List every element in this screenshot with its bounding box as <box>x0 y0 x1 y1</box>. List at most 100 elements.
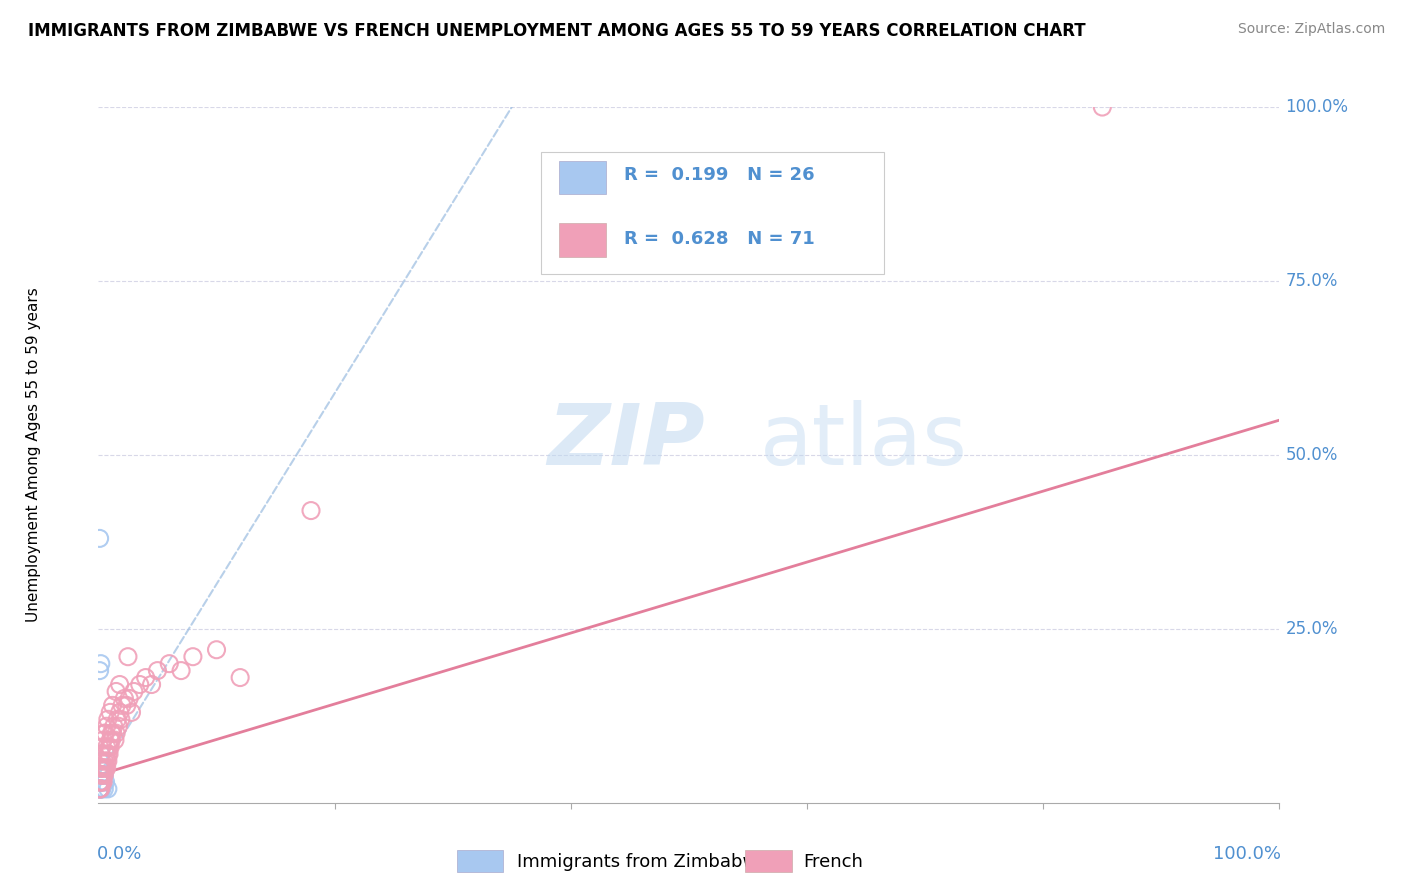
Text: 0.0%: 0.0% <box>97 845 142 863</box>
Point <box>117 649 139 664</box>
Point <box>89 532 111 546</box>
Point <box>96 761 118 775</box>
Point <box>108 706 131 720</box>
Text: 50.0%: 50.0% <box>1285 446 1337 464</box>
Point <box>98 747 121 761</box>
Point <box>91 775 114 789</box>
Point <box>89 754 111 768</box>
Point <box>94 775 117 789</box>
Point <box>89 781 111 796</box>
Point <box>90 775 112 789</box>
Text: French: French <box>803 853 863 871</box>
Text: Immigrants from Zimbabwe: Immigrants from Zimbabwe <box>517 853 769 871</box>
Text: 100.0%: 100.0% <box>1212 845 1281 863</box>
Point <box>100 733 122 747</box>
Point <box>110 712 132 726</box>
Point <box>205 642 228 657</box>
Point <box>91 768 114 782</box>
Point <box>128 677 150 691</box>
Point <box>135 671 157 685</box>
FancyBboxPatch shape <box>560 223 606 257</box>
Text: Unemployment Among Ages 55 to 59 years: Unemployment Among Ages 55 to 59 years <box>25 287 41 623</box>
Point <box>181 649 204 664</box>
Point <box>90 775 112 789</box>
Point <box>89 768 111 782</box>
Point <box>90 657 112 671</box>
Point <box>157 657 180 671</box>
Point <box>93 768 115 782</box>
Point <box>91 768 114 782</box>
Point <box>96 740 118 755</box>
Point <box>146 664 169 678</box>
Point <box>89 781 111 796</box>
Point <box>91 768 114 782</box>
Text: R =  0.199   N = 26: R = 0.199 N = 26 <box>624 166 814 185</box>
Point <box>90 747 112 761</box>
Point <box>104 733 127 747</box>
Point <box>93 781 115 796</box>
Point <box>91 733 114 747</box>
Text: 100.0%: 100.0% <box>1285 98 1348 116</box>
Point <box>89 775 111 789</box>
Point <box>229 671 252 685</box>
Point <box>107 719 129 733</box>
Point <box>90 781 112 796</box>
Point <box>89 775 111 789</box>
Point <box>94 761 117 775</box>
Point <box>89 781 111 796</box>
Point <box>101 726 124 740</box>
Text: 25.0%: 25.0% <box>1285 620 1339 638</box>
Point <box>97 712 120 726</box>
Point <box>91 768 114 782</box>
Point <box>91 740 114 755</box>
Point <box>111 698 134 713</box>
Point <box>91 768 114 782</box>
Text: R =  0.628   N = 71: R = 0.628 N = 71 <box>624 230 814 248</box>
Point <box>122 684 145 698</box>
Point <box>91 754 114 768</box>
Point <box>97 781 120 796</box>
Point <box>98 706 121 720</box>
Point <box>91 775 114 789</box>
Point <box>1091 100 1114 114</box>
Point <box>96 754 118 768</box>
Point <box>89 781 111 796</box>
Point <box>105 726 128 740</box>
Point <box>96 719 118 733</box>
Point <box>90 768 112 782</box>
Point <box>98 740 121 755</box>
Point <box>91 775 114 789</box>
Point <box>91 761 114 775</box>
Point <box>170 664 193 678</box>
Point <box>121 706 143 720</box>
Point <box>103 719 125 733</box>
Text: 75.0%: 75.0% <box>1285 272 1337 290</box>
Point <box>108 677 131 691</box>
Point <box>93 768 115 782</box>
Point <box>94 747 117 761</box>
Point <box>90 747 112 761</box>
Point <box>98 740 121 755</box>
Point <box>90 781 112 796</box>
Point <box>90 761 112 775</box>
Point <box>91 775 114 789</box>
Point <box>97 747 120 761</box>
Point <box>91 761 114 775</box>
Point <box>90 768 112 782</box>
Point <box>115 698 138 713</box>
Text: atlas: atlas <box>759 400 967 483</box>
Point <box>141 677 163 691</box>
FancyBboxPatch shape <box>560 161 606 194</box>
Point <box>90 781 112 796</box>
Point <box>90 761 112 775</box>
Point <box>105 684 128 698</box>
Point <box>89 761 111 775</box>
Point <box>299 503 322 517</box>
Point <box>89 664 111 678</box>
Point <box>112 691 135 706</box>
Point <box>94 726 117 740</box>
Point <box>101 698 124 713</box>
Point <box>98 733 121 747</box>
Point <box>90 775 112 789</box>
Point <box>93 761 115 775</box>
